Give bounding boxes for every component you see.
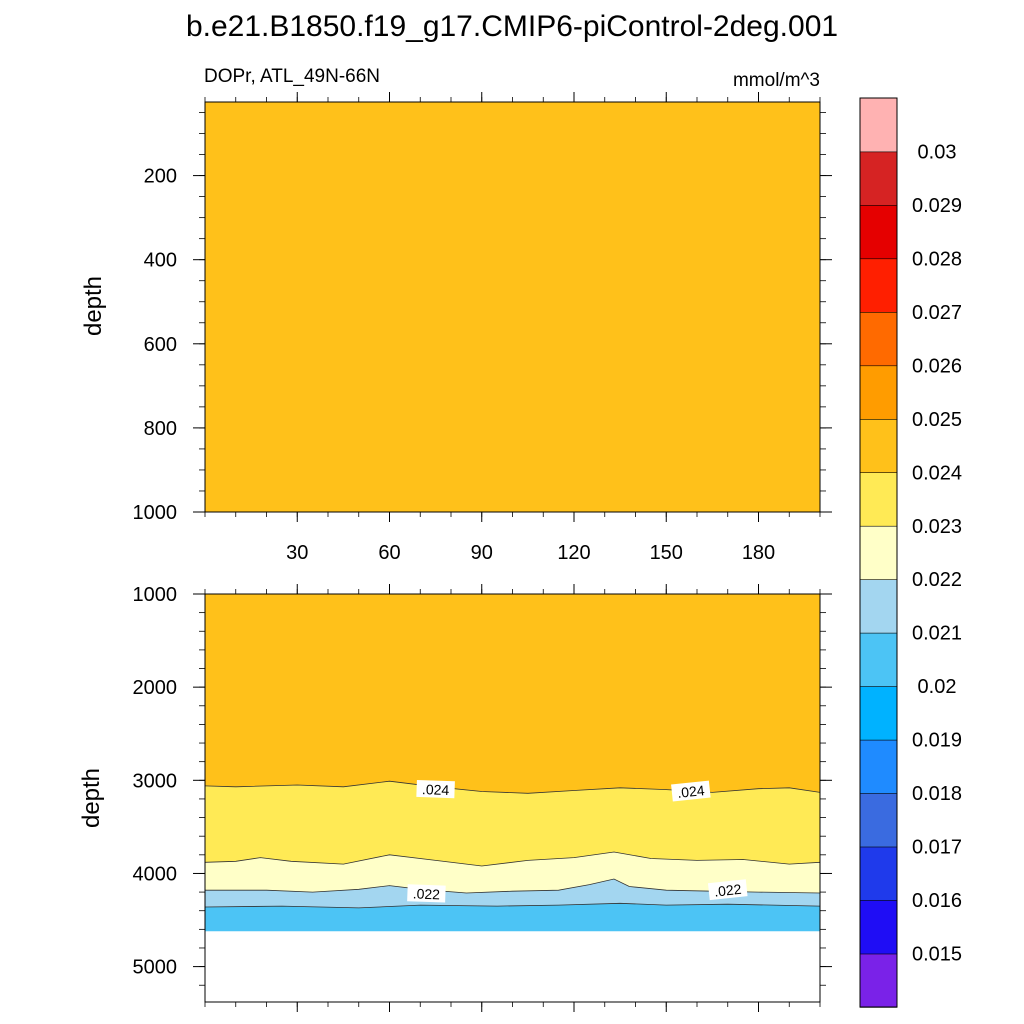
- colorbar-label: 0.018: [912, 783, 962, 805]
- colorbar-label: 0.02: [918, 676, 957, 698]
- x-tick-label: 180: [742, 542, 775, 564]
- colorbar-label: 0.024: [912, 462, 962, 484]
- x-tick-label: 90: [471, 542, 493, 564]
- y-tick-label: 3000: [133, 770, 178, 792]
- colorbar-box: [860, 954, 897, 1008]
- colorbar-box: [860, 98, 897, 152]
- contour-label: .024: [416, 780, 455, 798]
- colorbar-label: 0.019: [912, 730, 962, 752]
- y-tick-label: 600: [144, 334, 177, 356]
- y-tick-label: 4000: [133, 863, 178, 885]
- colorbar-box: [860, 900, 897, 954]
- contour-label-text: .022: [413, 885, 441, 902]
- upper-panel: 30 60 90 120 150 180 200 400 600 800 1000: [133, 92, 833, 564]
- colorbar-label: 0.016: [912, 890, 962, 912]
- y-tick-label: 1000: [133, 502, 178, 524]
- figure-title: b.e21.B1850.f19_g17.CMIP6-piControl-2deg…: [186, 10, 838, 43]
- figure: b.e21.B1850.f19_g17.CMIP6-piControl-2deg…: [0, 0, 1024, 1024]
- colorbar-box: [860, 526, 897, 580]
- colorbar-label: 0.021: [912, 623, 962, 645]
- x-tick-label: 150: [650, 542, 683, 564]
- y-tick-label: 400: [144, 250, 177, 272]
- colorbar-box: [860, 152, 897, 206]
- y-tick-label: 2000: [133, 677, 178, 699]
- colorbar-label: 0.022: [912, 569, 962, 591]
- colorbar-box: [860, 472, 897, 526]
- colorbar-box: [860, 205, 897, 259]
- upper-ylabel: depth: [80, 276, 107, 336]
- contour-label: .022: [407, 884, 446, 902]
- contour-label-text: .022: [713, 881, 742, 900]
- contour-band-0.023-0.024: [205, 781, 820, 866]
- colorbar-label: 0.03: [918, 142, 957, 164]
- lower-ylabel: depth: [78, 768, 105, 828]
- colorbar-label: 0.017: [912, 837, 962, 859]
- contour-band-0.024-0.025: [205, 594, 820, 793]
- colorbar-label: 0.026: [912, 355, 962, 377]
- y-tick-label: 1000: [133, 584, 178, 606]
- y-tick-label: 200: [144, 166, 177, 188]
- colorbar-box: [860, 258, 897, 312]
- colorbar-box: [860, 847, 897, 901]
- colorbar-box: [860, 633, 897, 687]
- colorbar-label: 0.027: [912, 302, 962, 324]
- colorbar-label: 0.029: [912, 195, 962, 217]
- y-tick-label: 5000: [133, 957, 178, 979]
- x-tick-label: 60: [378, 542, 400, 564]
- x-tick-label: 30: [286, 542, 308, 564]
- colorbar-box: [860, 793, 897, 847]
- panel-fill: [205, 102, 820, 512]
- colorbar-label: 0.023: [912, 516, 962, 538]
- colorbar-label: 0.015: [912, 944, 962, 966]
- colorbar: 0.015 0.016 0.017 0.018 0.019 0.02 0.021 0.022 0…: [860, 98, 962, 1007]
- lower-panel: .024 .024 .022 .022 1000 2000 3000 4000 5000: [133, 584, 833, 1012]
- colorbar-box: [860, 365, 897, 419]
- contour-band-0.020-0.021: [205, 903, 820, 931]
- colorbar-box: [860, 579, 897, 633]
- variable-label: DOPr, ATL_49N-66N: [204, 66, 380, 87]
- y-tick-label: 800: [144, 418, 177, 440]
- colorbar-box: [860, 686, 897, 740]
- colorbar-label: 0.028: [912, 248, 962, 270]
- units-label: mmol/m^3: [733, 70, 820, 91]
- colorbar-box: [860, 419, 897, 473]
- colorbar-label: 0.025: [912, 409, 962, 431]
- contour-label-text: .024: [677, 782, 706, 801]
- colorbar-box: [860, 740, 897, 794]
- contour-label-text: .024: [422, 781, 450, 798]
- x-tick-label: 120: [557, 542, 590, 564]
- colorbar-box: [860, 312, 897, 366]
